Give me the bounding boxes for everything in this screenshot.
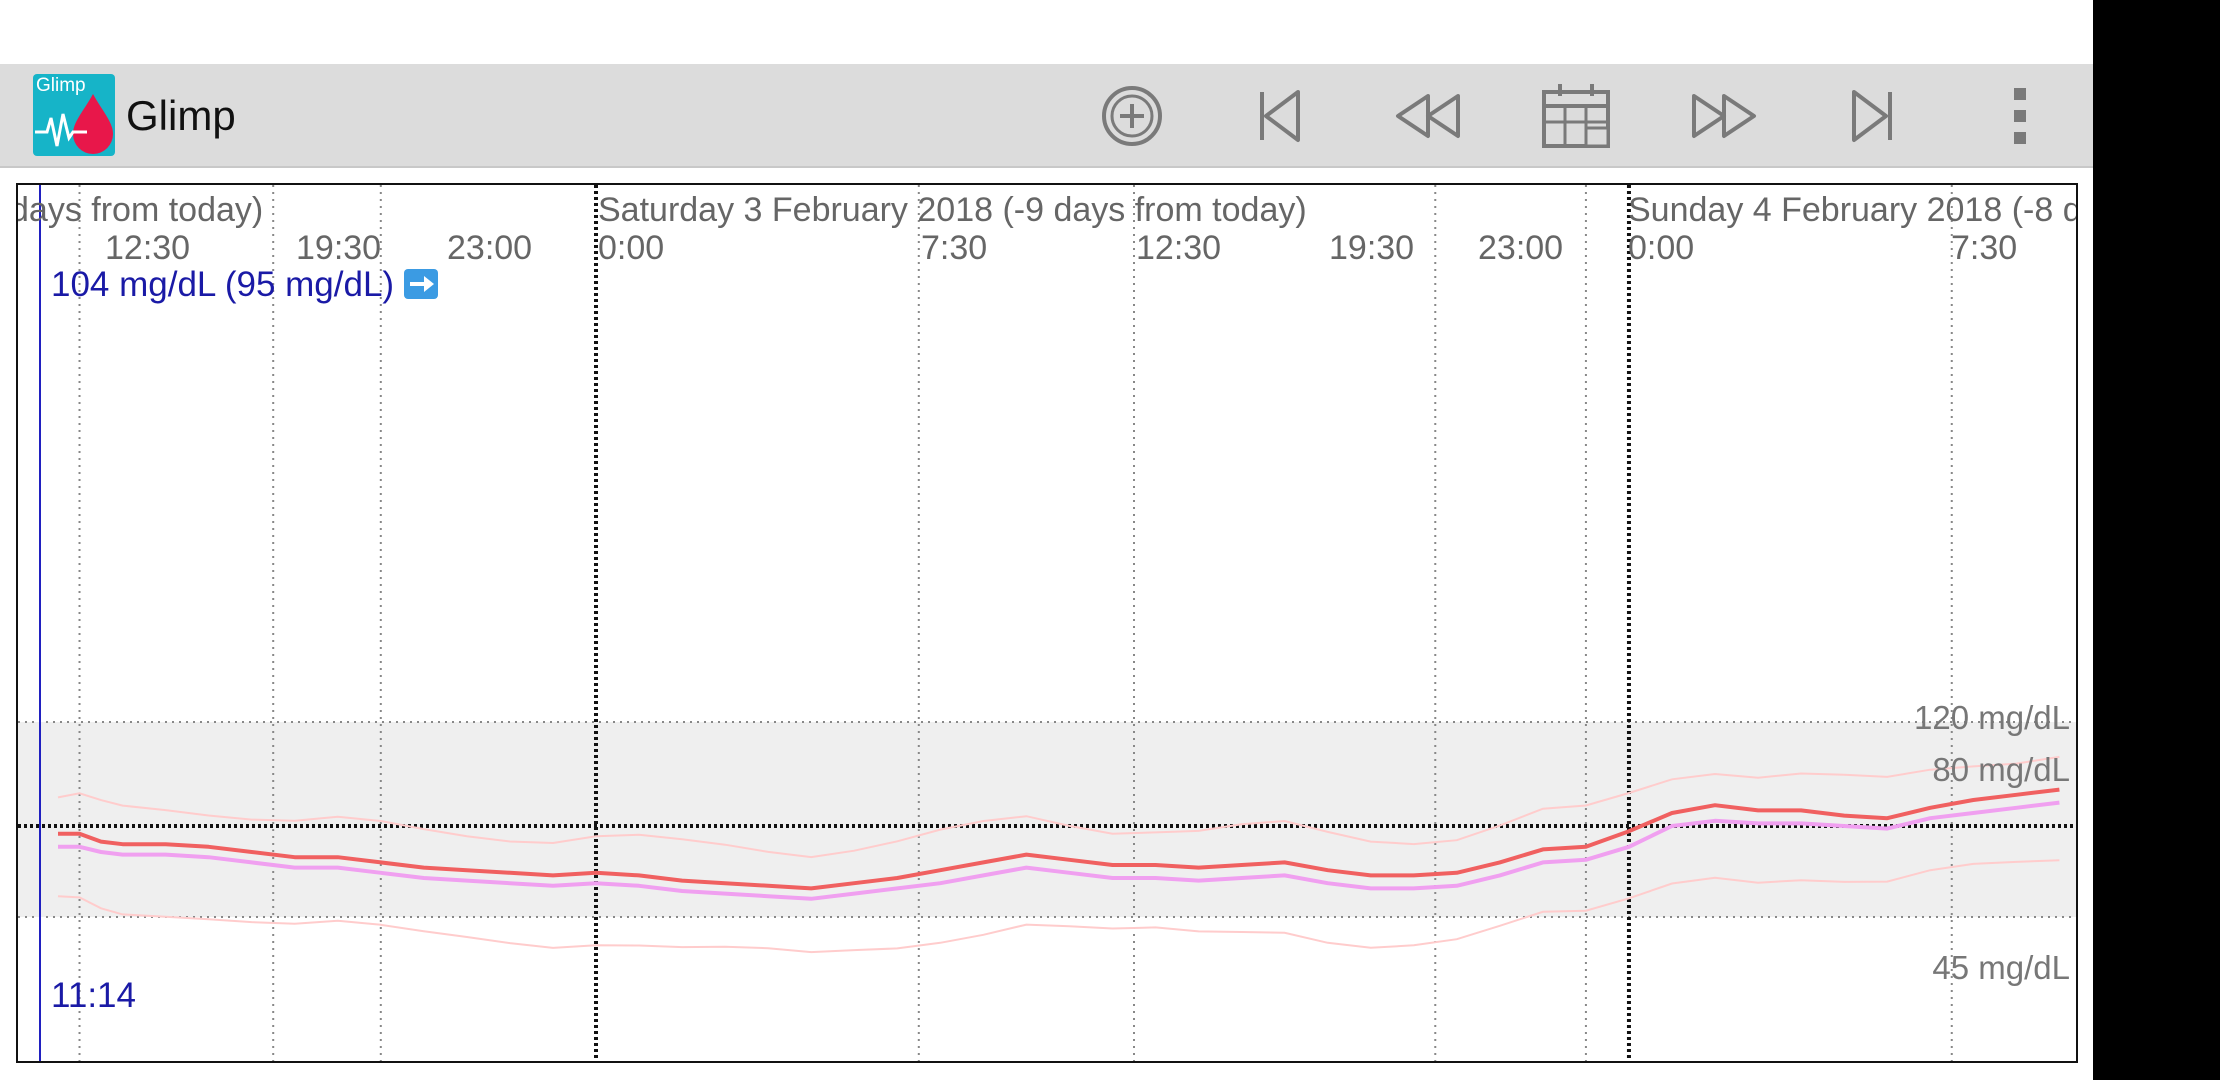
skip-last-icon	[1852, 90, 1892, 142]
more-vert-icon	[2014, 88, 2026, 144]
time-label: 23:00	[1478, 229, 1564, 267]
fast-forward-icon	[1692, 94, 1756, 138]
overflow-menu-button[interactable]	[1982, 78, 2058, 154]
calendar-button[interactable]	[1538, 78, 1614, 154]
y-label-low: 45 mg/dL	[1932, 949, 2070, 986]
current-reading: 104 mg/dL (95 mg/dL)	[51, 265, 439, 304]
glucose-chart[interactable]: days from today) Saturday 3 February 201…	[16, 183, 2078, 1063]
last-button[interactable]	[1834, 78, 1910, 154]
time-label: 12:30	[105, 229, 191, 267]
time-label: 12:30	[1136, 229, 1222, 267]
time-label: 19:30	[296, 229, 382, 267]
time-label: 23:00	[447, 229, 533, 267]
rewind-icon	[1396, 94, 1460, 138]
upper-envelope-line	[57, 755, 2060, 859]
day-label-sunday: Sunday 4 February 2018 (-8 d	[1628, 191, 2078, 229]
add-button[interactable]	[1094, 78, 1170, 154]
series-line-glucose	[58, 787, 2060, 891]
plus-circle-icon	[1102, 86, 1162, 146]
time-label: 7:30	[1951, 229, 2018, 267]
fast-forward-button[interactable]	[1686, 78, 1762, 154]
rewind-button[interactable]	[1390, 78, 1466, 154]
time-label: 0:00	[598, 229, 665, 267]
lower-envelope-line	[57, 859, 2060, 954]
target-range-band	[18, 722, 2076, 917]
app-logo: Glimp	[33, 74, 115, 156]
status-bar	[0, 0, 2093, 64]
time-label: 19:30	[1329, 229, 1415, 267]
y-label-high: 120 mg/dL	[1914, 699, 2070, 736]
logo-text: Glimp	[36, 75, 86, 96]
arrow-right-icon	[404, 268, 439, 299]
current-reading-value: 104 mg/dL (95 mg/dL)	[51, 265, 395, 304]
navigation-bar	[2093, 0, 2220, 1080]
skip-first-icon	[1260, 90, 1300, 142]
cursor-time: 11:14	[51, 976, 136, 1015]
chart-canvas	[18, 185, 2076, 1061]
y-label-target: 80 mg/dL	[1932, 751, 2070, 788]
time-label: 0:00	[1628, 229, 1695, 267]
app-title: Glimp	[126, 92, 236, 139]
day-label-prev: days from today)	[16, 191, 264, 229]
app-bar: Glimp Glimp	[0, 64, 2093, 168]
day-label-saturday: Saturday 3 February 2018 (-9 days from t…	[598, 191, 1307, 229]
calendar-icon	[1542, 84, 1610, 148]
series-line-raw	[58, 800, 2060, 901]
first-button[interactable]	[1242, 78, 1318, 154]
heartbeat-drop-icon	[35, 94, 113, 154]
time-label: 7:30	[921, 229, 988, 267]
